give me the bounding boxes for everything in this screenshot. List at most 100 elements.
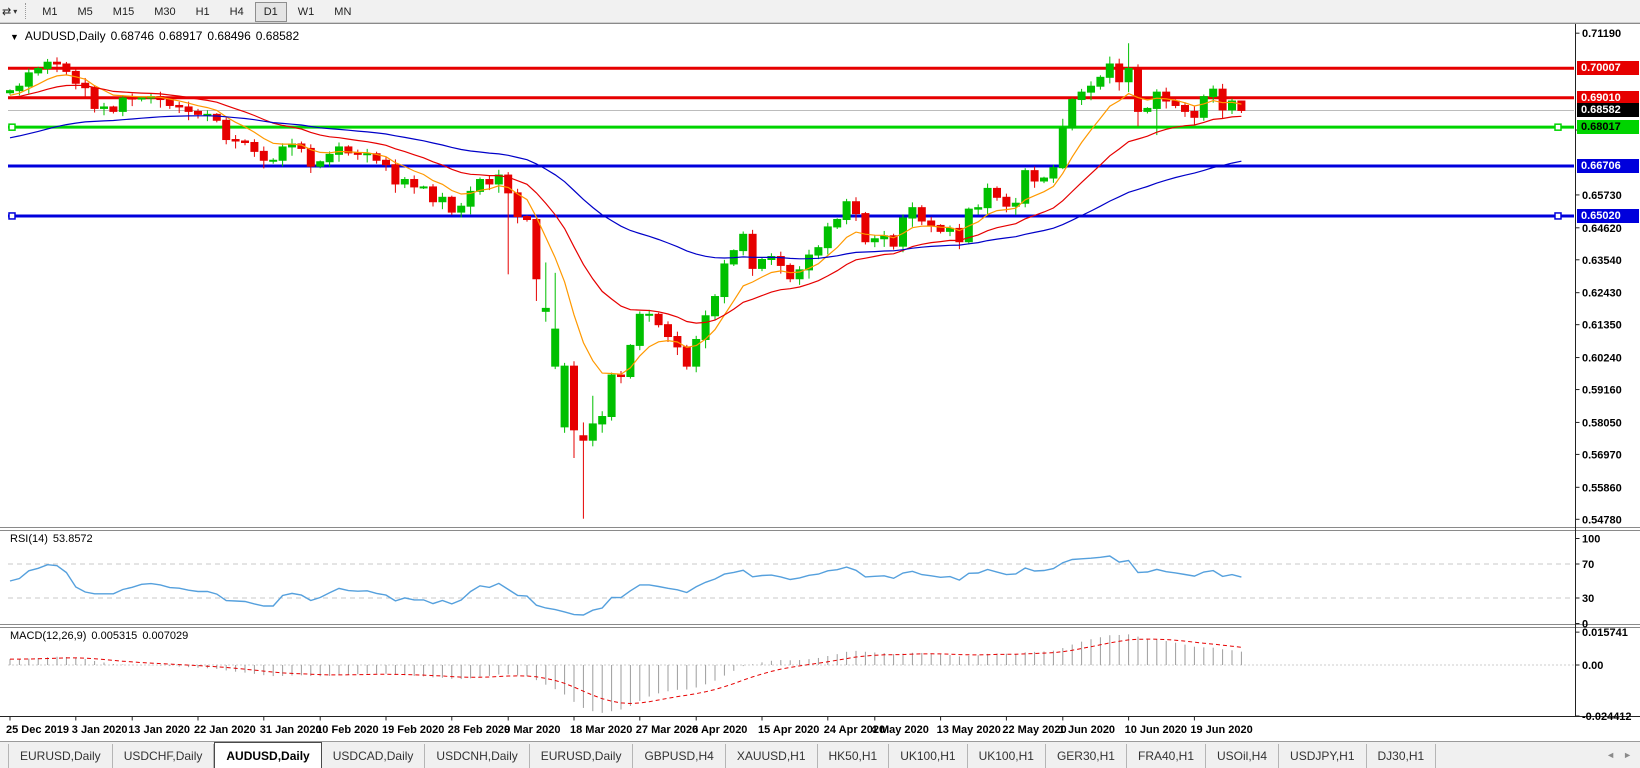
candle-body	[344, 146, 353, 154]
price-tick-label: 0.54780	[1582, 514, 1622, 526]
candle-body	[1190, 110, 1199, 118]
tab-audusd-daily[interactable]: AUDUSD,Daily	[214, 742, 322, 768]
tab-xauusd-h1[interactable]: XAUUSD,H1	[726, 744, 818, 768]
candle-body	[983, 187, 992, 209]
candle-body	[34, 67, 43, 74]
tab-eurusd-daily[interactable]: EURUSD,Daily	[8, 744, 113, 768]
candle-body	[391, 164, 400, 185]
candle-body	[899, 217, 907, 247]
tab-usdchf-daily[interactable]: USDCHF,Daily	[113, 744, 215, 768]
tab-gbpusd-h4[interactable]: GBPUSD,H4	[633, 744, 726, 768]
timeframe-button-mn[interactable]: MN	[334, 6, 352, 18]
candle-body	[588, 423, 597, 441]
candle-body	[62, 63, 71, 72]
tab-fra40-h1[interactable]: FRA40,H1	[1127, 744, 1207, 768]
time-tick-label: 31 Jan 2020	[260, 724, 322, 736]
candle-body	[607, 374, 616, 418]
tab-ger30-h1[interactable]: GER30,H1	[1046, 744, 1127, 768]
candle-body	[372, 153, 381, 161]
tab-usdjpy-h1[interactable]: USDJPY,H1	[1279, 744, 1367, 768]
time-tick-label: 10 Feb 2020	[316, 724, 378, 736]
candle-body	[306, 147, 315, 167]
tab-uk100-h1[interactable]: UK100,H1	[968, 744, 1046, 768]
candle-body	[1171, 100, 1180, 106]
tab-scroll-left-icon[interactable]: ◄	[1606, 750, 1616, 760]
candle-body	[1115, 63, 1124, 83]
candle-body	[410, 179, 419, 188]
candle-body	[53, 61, 61, 65]
macd-label: MACD(12,26,9)	[10, 630, 87, 642]
tab-scroll-right-icon[interactable]: ►	[1623, 750, 1632, 760]
candle-body	[1152, 91, 1161, 109]
candle-body	[316, 161, 325, 167]
timeframe-button-d1[interactable]: D1	[254, 2, 287, 22]
candle-body	[645, 313, 654, 316]
caret-down-icon: ▾	[13, 6, 18, 16]
line-handle[interactable]	[1554, 123, 1562, 131]
rsi-indicator-header: RSI(14) 53.8572	[10, 533, 98, 545]
candle-body	[1068, 99, 1077, 129]
tab-nav: ◄ ►	[1606, 742, 1632, 768]
candle-body	[1058, 127, 1067, 169]
candle-body	[1124, 67, 1133, 83]
candles-group	[6, 43, 1246, 519]
tab-hk50-h1[interactable]: HK50,H1	[818, 744, 890, 768]
ohlc-low: 0.68496	[207, 29, 251, 43]
candle-body	[109, 106, 118, 112]
rsi-tick-label: 30	[1582, 593, 1594, 605]
line-handle[interactable]	[1554, 212, 1562, 220]
collapse-chart-icon[interactable]: ▼	[10, 32, 19, 42]
toolbar-grip	[25, 3, 27, 19]
chart-title: ▼ AUDUSD,Daily 0.68746 0.68917 0.68496 0.6858…	[10, 29, 304, 43]
tab-eurusd-daily[interactable]: EURUSD,Daily	[530, 744, 634, 768]
tab-uk100-h1[interactable]: UK100,H1	[889, 744, 968, 768]
timeframe-button-m30[interactable]: M30	[154, 6, 176, 18]
time-tick-label: 6 Apr 2020	[692, 724, 747, 736]
candle-body	[457, 205, 466, 213]
time-tick-label: 3 Jan 2020	[72, 724, 128, 736]
candle-body	[212, 113, 221, 121]
tab-usoil-h4[interactable]: USOil,H4	[1206, 744, 1280, 768]
timeframe-button-w1[interactable]: W1	[297, 6, 315, 18]
line-handle[interactable]	[8, 212, 16, 220]
candle-body	[758, 259, 766, 269]
macd-main-value: 0.005315	[91, 630, 138, 642]
candle-body	[682, 346, 691, 367]
chart-tools-icon[interactable]: ⇄ ▾	[0, 4, 21, 19]
timeframe-button-m1[interactable]: M1	[42, 6, 58, 18]
line-handle[interactable]	[8, 123, 16, 131]
time-tick-label: 13 May 2020	[937, 724, 1001, 736]
chart-canvas[interactable]: 0.711900.679200.657300.646200.635400.624…	[0, 24, 1640, 741]
tab-dj30-h1[interactable]: DJ30,H1	[1367, 744, 1437, 768]
candle-body	[363, 153, 372, 156]
rsi-value: 53.8572	[52, 533, 93, 545]
candle-body	[917, 207, 926, 222]
candle-body	[222, 119, 231, 141]
timeframe-button-h1[interactable]: H1	[195, 6, 210, 18]
timeframe-button-h4[interactable]: H4	[229, 6, 244, 18]
ohlc-close: 0.68582	[255, 29, 300, 43]
price-level-label: 0.69010	[1577, 90, 1639, 105]
tab-usdcad-daily[interactable]: USDCAD,Daily	[322, 744, 426, 768]
macd-tick-label: 0.015741	[1582, 627, 1628, 639]
timeframe-button-m5[interactable]: M5	[77, 6, 93, 18]
candle-body	[1049, 167, 1058, 179]
candle-body	[513, 192, 522, 218]
candle-body	[476, 179, 484, 192]
candle-body	[466, 190, 475, 207]
price-tick-label: 0.63540	[1582, 255, 1622, 267]
candle-body	[438, 196, 447, 203]
price-tick-label: 0.71190	[1582, 28, 1621, 40]
candle-body	[805, 254, 813, 271]
candle-body	[15, 85, 24, 92]
candle-body	[946, 227, 954, 232]
candle-body	[1162, 91, 1171, 102]
candle-body	[664, 324, 672, 338]
rsi-tick-label: 100	[1582, 534, 1600, 546]
candle-body	[861, 213, 870, 243]
timeframe-button-m15[interactable]: M15	[112, 6, 135, 18]
candle-body	[1105, 63, 1114, 78]
tab-usdcnh-daily[interactable]: USDCNH,Daily	[425, 744, 530, 768]
candle-body	[1040, 177, 1048, 182]
time-tick-label: 27 Mar 2020	[636, 724, 698, 736]
